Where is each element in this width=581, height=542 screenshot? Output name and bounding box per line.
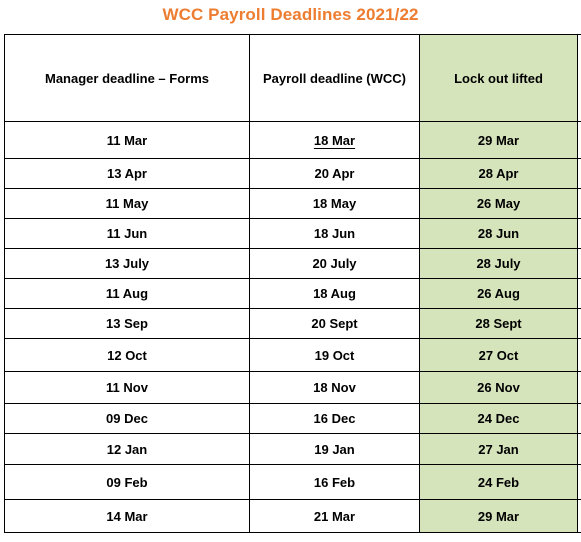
- table-row: 09 Dec 16 Dec 24 Dec: [4, 403, 581, 434]
- payroll-deadline-cell: 18 Jun: [249, 218, 420, 249]
- manager-deadline-cell: 13 July: [4, 248, 250, 279]
- payroll-deadline-cell: 16 Feb: [249, 464, 420, 500]
- table-row: 12 Oct 19 Oct 27 Oct: [4, 338, 581, 372]
- extra-cell: [577, 121, 581, 159]
- payroll-deadline-cell: 18 Nov: [249, 371, 420, 404]
- extra-cell: [577, 499, 581, 533]
- payroll-deadline-cell: 16 Dec: [249, 403, 420, 434]
- manager-deadline-cell: 11 May: [4, 188, 250, 219]
- header-payroll-deadline: Payroll deadline (WCC): [249, 34, 420, 122]
- lockout-lifted-cell: 27 Oct: [419, 338, 578, 372]
- payroll-deadline-cell: 19 Jan: [249, 433, 420, 465]
- payroll-deadline-cell: 18 Mar: [249, 121, 420, 159]
- table-row: 09 Feb 16 Feb 24 Feb: [4, 464, 581, 500]
- lockout-lifted-cell: 27 Jan: [419, 433, 578, 465]
- lockout-lifted-cell: 28 Jun: [419, 218, 578, 249]
- manager-deadline-cell: 09 Dec: [4, 403, 250, 434]
- payroll-deadline-cell: 20 Sept: [249, 308, 420, 339]
- extra-cell: [577, 371, 581, 404]
- manager-deadline-cell: 12 Jan: [4, 433, 250, 465]
- lockout-lifted-cell: 24 Feb: [419, 464, 578, 500]
- extra-cell: [577, 278, 581, 309]
- page-title: WCC Payroll Deadlines 2021/22: [162, 5, 419, 24]
- extra-cell: [577, 188, 581, 219]
- lockout-lifted-cell: 26 Nov: [419, 371, 578, 404]
- payroll-deadline-cell: 20 Apr: [249, 158, 420, 189]
- table-row: 12 Jan 19 Jan 27 Jan: [4, 433, 581, 465]
- payroll-deadline-cell: 18 May: [249, 188, 420, 219]
- lockout-lifted-cell: 29 Mar: [419, 499, 578, 533]
- table-row: 11 Jun 18 Jun 28 Jun: [4, 218, 581, 249]
- table-row: 13 Apr 20 Apr 28 Apr: [4, 158, 581, 189]
- extra-cell: [577, 338, 581, 372]
- extra-cell: [577, 403, 581, 434]
- lockout-lifted-cell: 24 Dec: [419, 403, 578, 434]
- header-extra-column: [577, 34, 581, 122]
- manager-deadline-cell: 11 Jun: [4, 218, 250, 249]
- lockout-lifted-cell: 28 July: [419, 248, 578, 279]
- lockout-lifted-cell: 28 Sept: [419, 308, 578, 339]
- payroll-deadline-cell: 19 Oct: [249, 338, 420, 372]
- table-header-row: Manager deadline – Forms Payroll deadlin…: [4, 34, 581, 122]
- extra-cell: [577, 464, 581, 500]
- payroll-deadline-cell: 20 July: [249, 248, 420, 279]
- lockout-lifted-cell: 29 Mar: [419, 121, 578, 159]
- manager-deadline-cell: 11 Mar: [4, 121, 250, 159]
- extra-cell: [577, 218, 581, 249]
- lockout-lifted-cell: 26 Aug: [419, 278, 578, 309]
- manager-deadline-cell: 13 Sep: [4, 308, 250, 339]
- deadlines-table: Manager deadline – Forms Payroll deadlin…: [4, 34, 581, 533]
- extra-cell: [577, 248, 581, 279]
- table-row: 11 Mar 18 Mar 29 Mar: [4, 121, 581, 159]
- table-row: 11 May 18 May 26 May: [4, 188, 581, 219]
- table-row: 11 Aug 18 Aug 26 Aug: [4, 278, 581, 309]
- payroll-deadline-cell: 21 Mar: [249, 499, 420, 533]
- payroll-deadline-cell: 18 Aug: [249, 278, 420, 309]
- table-row: 13 Sep 20 Sept 28 Sept: [4, 308, 581, 339]
- manager-deadline-cell: 11 Nov: [4, 371, 250, 404]
- table-row: 13 July 20 July 28 July: [4, 248, 581, 279]
- extra-cell: [577, 433, 581, 465]
- manager-deadline-cell: 12 Oct: [4, 338, 250, 372]
- header-manager-deadline: Manager deadline – Forms: [4, 34, 250, 122]
- payroll-deadline-text: 18 Mar: [313, 132, 356, 148]
- extra-cell: [577, 158, 581, 189]
- manager-deadline-cell: 11 Aug: [4, 278, 250, 309]
- extra-cell: [577, 308, 581, 339]
- manager-deadline-cell: 14 Mar: [4, 499, 250, 533]
- table-row: 14 Mar 21 Mar 29 Mar: [4, 499, 581, 533]
- lockout-lifted-cell: 28 Apr: [419, 158, 578, 189]
- header-lockout-lifted: Lock out lifted: [419, 34, 578, 122]
- manager-deadline-cell: 09 Feb: [4, 464, 250, 500]
- lockout-lifted-cell: 26 May: [419, 188, 578, 219]
- manager-deadline-cell: 13 Apr: [4, 158, 250, 189]
- table-row: 11 Nov 18 Nov 26 Nov: [4, 371, 581, 404]
